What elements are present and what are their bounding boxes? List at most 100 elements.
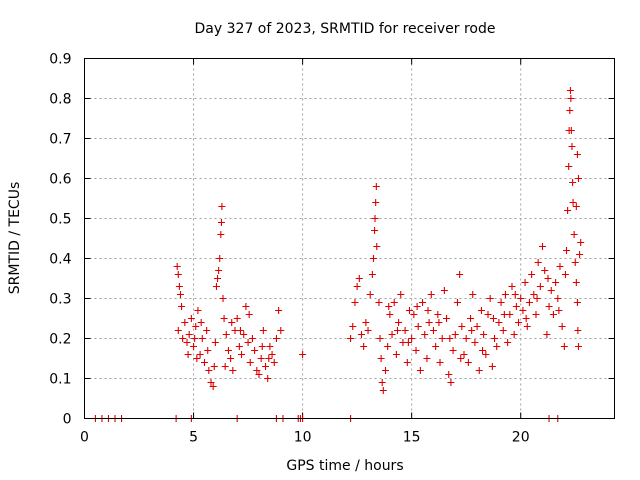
data-point — [197, 319, 205, 326]
data-point — [245, 311, 253, 318]
data-point — [221, 363, 229, 370]
data-point — [264, 375, 272, 382]
data-point — [218, 203, 226, 210]
data-point — [521, 279, 529, 286]
data-point — [511, 291, 519, 298]
y-tick-label: 0.8 — [49, 92, 71, 108]
data-point — [272, 335, 280, 342]
data-point — [475, 367, 483, 374]
data-point — [184, 351, 192, 358]
data-point — [253, 367, 261, 374]
data-point — [536, 283, 544, 290]
data-point — [351, 299, 359, 306]
data-point — [543, 331, 551, 338]
data-point — [244, 339, 252, 346]
data-point — [484, 311, 492, 318]
data-point — [179, 335, 187, 342]
data-point — [561, 271, 569, 278]
data-point — [217, 219, 225, 226]
data-point — [185, 331, 193, 338]
y-tick-label: 0.7 — [49, 132, 71, 148]
data-point — [381, 367, 389, 374]
data-point — [482, 351, 490, 358]
data-point — [393, 327, 401, 334]
data-point — [268, 351, 276, 358]
data-point — [212, 283, 220, 290]
data-point — [227, 355, 235, 362]
data-point — [569, 179, 577, 186]
data-point — [386, 311, 394, 318]
data-point — [371, 227, 379, 234]
data-point — [574, 327, 582, 334]
data-point — [405, 307, 413, 314]
data-point — [522, 315, 530, 322]
data-point — [379, 387, 387, 394]
data-point — [236, 327, 244, 334]
data-point — [573, 299, 581, 306]
y-tick-label: 0.5 — [49, 212, 71, 228]
data-point — [397, 291, 405, 298]
data-point — [462, 335, 470, 342]
data-point — [355, 275, 363, 282]
data-point — [258, 343, 266, 350]
data-point — [544, 275, 552, 282]
data-point — [190, 343, 198, 350]
data-point — [571, 259, 579, 266]
data-point — [233, 315, 241, 322]
x-tick-label: 5 — [189, 430, 198, 446]
y-tick-label: 0.3 — [49, 292, 71, 308]
data-point — [205, 367, 213, 374]
data-point — [566, 107, 574, 114]
y-tick-label: 0.6 — [49, 172, 71, 188]
data-point — [568, 143, 576, 150]
data-point — [392, 351, 400, 358]
data-point — [488, 363, 496, 370]
data-point — [486, 295, 494, 302]
y-tick-label: 0.1 — [49, 372, 71, 388]
data-point — [235, 343, 243, 350]
data-point — [572, 203, 580, 210]
data-point — [423, 355, 431, 362]
data-point — [191, 335, 199, 342]
data-point — [211, 339, 219, 346]
data-point — [192, 323, 200, 330]
data-point — [196, 351, 204, 358]
data-point — [479, 347, 487, 354]
data-point — [194, 307, 202, 314]
data-point — [224, 347, 232, 354]
data-point — [458, 323, 466, 330]
data-point — [515, 319, 523, 326]
data-point — [429, 327, 437, 334]
data-point — [451, 331, 459, 338]
data-point — [512, 303, 520, 310]
data-point — [471, 339, 479, 346]
data-point — [528, 271, 536, 278]
data-point — [200, 359, 208, 366]
data-point — [564, 207, 572, 214]
data-point — [491, 335, 499, 342]
data-point — [495, 319, 503, 326]
data-point — [384, 343, 392, 350]
data-point — [497, 299, 505, 306]
data-point — [183, 339, 191, 346]
data-point — [203, 327, 211, 334]
x-tick-label: 15 — [403, 430, 421, 446]
plot-frame — [84, 58, 615, 419]
data-point — [362, 319, 370, 326]
data-point — [251, 347, 259, 354]
data-point — [246, 359, 254, 366]
data-point — [366, 291, 374, 298]
x-tick-label: 20 — [512, 430, 530, 446]
data-point — [174, 327, 182, 334]
data-point — [549, 311, 557, 318]
data-point — [174, 271, 182, 278]
data-point — [532, 311, 540, 318]
data-point — [372, 183, 380, 190]
data-point — [424, 307, 432, 314]
data-point — [473, 323, 481, 330]
data-point — [457, 355, 465, 362]
data-point — [277, 327, 285, 334]
ticks: 0 0.1 0.2 0.3 0.4 0.5 0.6 0.7 0.8 0.9 0 5 10 15 20 — [49, 52, 615, 446]
data-point — [525, 299, 533, 306]
